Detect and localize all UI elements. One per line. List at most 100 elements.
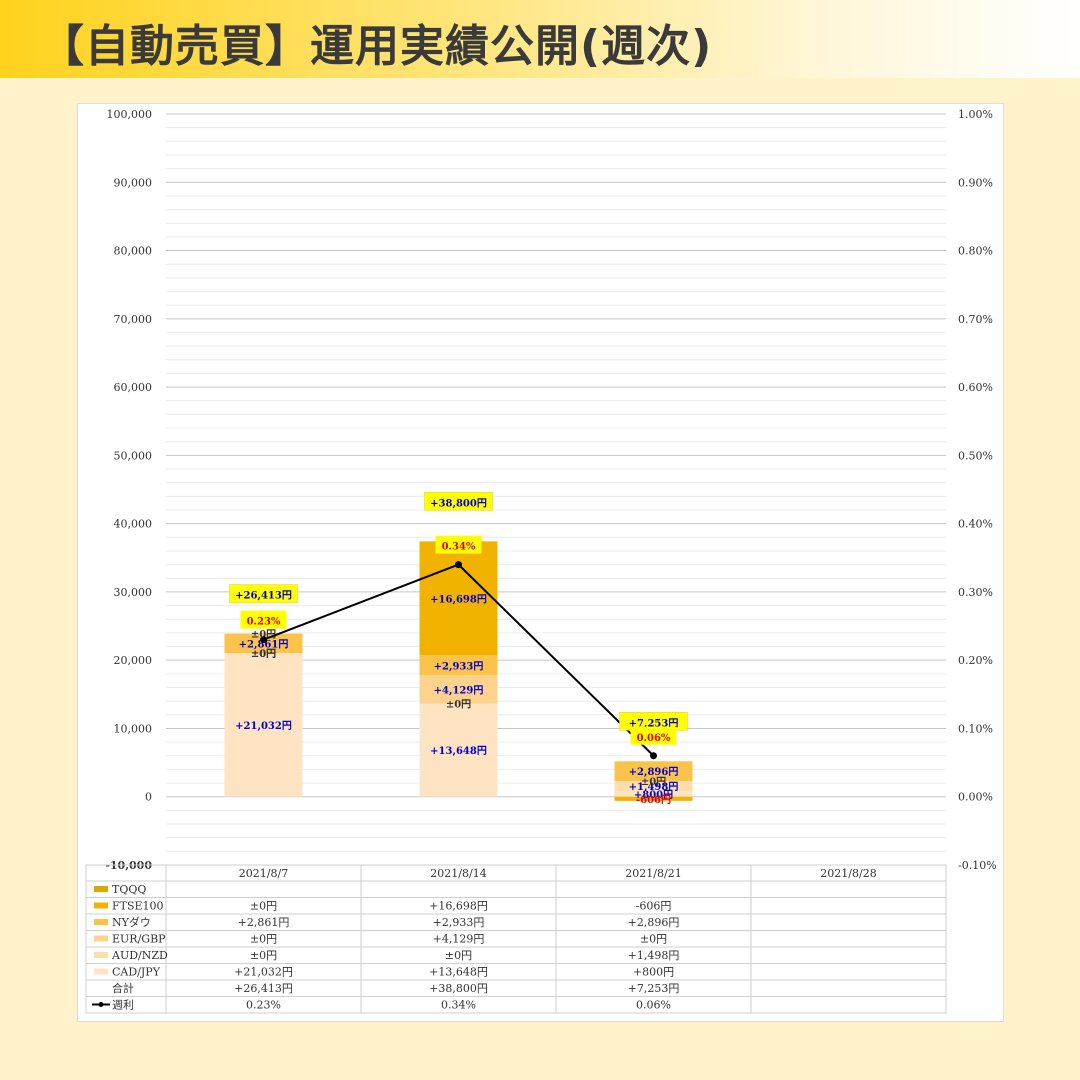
bar-segment	[224, 653, 303, 797]
total-label-box	[229, 584, 298, 603]
segment-data-label: ±0円	[446, 699, 471, 711]
table-cell: +2,933円	[433, 916, 485, 929]
legend-key	[94, 886, 108, 892]
y-left-tick-label: 30,000	[114, 586, 153, 599]
table-cell: +800円	[633, 966, 674, 979]
table-cell: +13,648円	[429, 966, 488, 979]
segment-data-label: ±0円	[251, 648, 276, 660]
bar-segment	[419, 703, 498, 797]
table-row-header: 週利	[112, 999, 134, 1012]
table-cell: 0.23%	[246, 999, 281, 1012]
table-category-header: 2021/8/7	[239, 867, 288, 880]
y-right-tick-label: 0.10%	[958, 722, 993, 735]
bar-segment	[224, 633, 303, 654]
page-title: 【自動売買】運用実績公開(週次)	[40, 21, 713, 72]
table-cell: -606円	[636, 900, 672, 913]
table-row-header: NYダウ	[112, 915, 151, 929]
table-cell: ±0円	[640, 933, 667, 946]
y-left-tick-label: 40,000	[114, 518, 153, 531]
legend-key	[94, 935, 108, 942]
table-cell: ±0円	[250, 933, 277, 946]
weekly-return-marker	[260, 636, 267, 644]
y-left-tick-label: 70,000	[114, 313, 153, 326]
table-category-header: 2021/8/14	[430, 867, 486, 880]
segment-data-label: +1,498円	[629, 781, 679, 793]
segment-data-label: ±0円	[251, 648, 276, 660]
table-row-header: AUD/NZD	[111, 949, 168, 962]
table-cell: ±0円	[445, 949, 472, 962]
table-cell: +1,498円	[628, 949, 680, 962]
legend-key	[94, 902, 108, 909]
bar-segment	[614, 761, 693, 782]
percent-data-label: 0.23%	[247, 617, 281, 628]
segment-data-label: ±0円	[641, 776, 666, 788]
segment-data-label: +800円	[634, 789, 673, 801]
table-row-header: FTSE100	[112, 900, 164, 913]
legend-key	[94, 968, 108, 975]
bar-segment	[614, 791, 693, 797]
y-right-tick-label: 0.80%	[958, 245, 993, 258]
y-left-tick-label: 0	[145, 791, 152, 804]
y-right-tick-label: 0.50%	[958, 449, 993, 462]
segment-data-label: +16,698円	[430, 593, 487, 605]
table-row-header: EUR/GBP	[112, 933, 166, 946]
legend-key	[94, 952, 108, 958]
y-right-tick-label: 0.90%	[958, 176, 993, 189]
y-right-tick-label: 0.30%	[958, 586, 993, 599]
bar-segment	[614, 781, 693, 792]
weekly-return-marker	[650, 752, 657, 760]
y-left-tick-label: 100,000	[107, 108, 153, 121]
percent-label-box	[630, 726, 677, 745]
y-right-tick-label: -0.10%	[958, 859, 997, 872]
table-cell: +4,129円	[433, 933, 485, 946]
y-right-tick-label: 0.60%	[958, 381, 993, 394]
table-cell: +2,896円	[628, 916, 680, 929]
table-category-header: 2021/8/28	[820, 867, 876, 880]
percent-label-box	[435, 535, 482, 554]
y-left-tick-label: 10,000	[114, 722, 153, 735]
y-right-tick-label: 0.70%	[958, 313, 993, 326]
bar-segment	[419, 655, 498, 676]
table-cell: +7,253円	[628, 982, 680, 995]
table-cell: +26,413円	[234, 982, 293, 995]
y-left-tick-label: 50,000	[114, 449, 153, 462]
segment-data-label: +2,896円	[629, 766, 679, 778]
y-left-tick-label: 80,000	[114, 245, 153, 258]
segment-data-label: -606円	[636, 794, 671, 806]
chart-svg: -10,000 -0.10%0 0.00%10,000 0.10%20,000 0.20…	[85, 108, 997, 1014]
total-data-label: +7,253円	[629, 717, 679, 729]
percent-data-label: 0.34%	[442, 542, 476, 553]
total-data-label: +38,800円	[430, 497, 487, 509]
y-right-tick-label: 0.20%	[958, 654, 993, 667]
table-cell: +21,032円	[234, 966, 293, 979]
table-cell: 0.34%	[441, 999, 476, 1012]
table-cell: +38,800円	[429, 982, 488, 995]
y-left-tick-label: 20,000	[114, 654, 153, 667]
chart-panel: -10,000 -0.10% 0 0.00% 10,000 0.10% 20,000 0.20…	[77, 103, 1004, 1022]
y-left-tick-label: 90,000	[114, 176, 153, 189]
table-cell: ±0円	[250, 900, 277, 913]
segment-data-label: +21,032円	[235, 720, 292, 732]
table-cell: +16,698円	[429, 900, 488, 913]
legend-key	[94, 919, 108, 925]
segment-data-label: +4,129円	[434, 684, 484, 696]
y-right-tick-label: 0.00%	[958, 791, 993, 804]
y-right-tick-label: 1.00%	[958, 108, 993, 121]
weekly-return-marker	[455, 561, 462, 569]
table-row-header: 合計	[112, 981, 134, 995]
table-cell: +2,861円	[238, 916, 290, 929]
total-data-label: +26,413円	[235, 590, 292, 602]
bar-segment	[614, 796, 693, 801]
y-right-tick-label: 0.40%	[958, 518, 993, 531]
bar-segment	[419, 675, 498, 704]
segment-data-label: +13,648円	[430, 745, 487, 757]
table-cell: ±0円	[250, 949, 277, 962]
table-row-header: TQQQ	[112, 883, 146, 896]
table-row-header: CAD/JPY	[112, 966, 161, 979]
segment-data-label: +2,861円	[239, 638, 289, 650]
y-left-tick-label: 60,000	[114, 381, 153, 394]
legend-line-marker	[98, 1002, 104, 1007]
percent-data-label: 0.06%	[637, 733, 671, 744]
data-table-border	[85, 864, 947, 1014]
title-banner: 【自動売買】運用実績公開(週次)	[0, 0, 1080, 78]
